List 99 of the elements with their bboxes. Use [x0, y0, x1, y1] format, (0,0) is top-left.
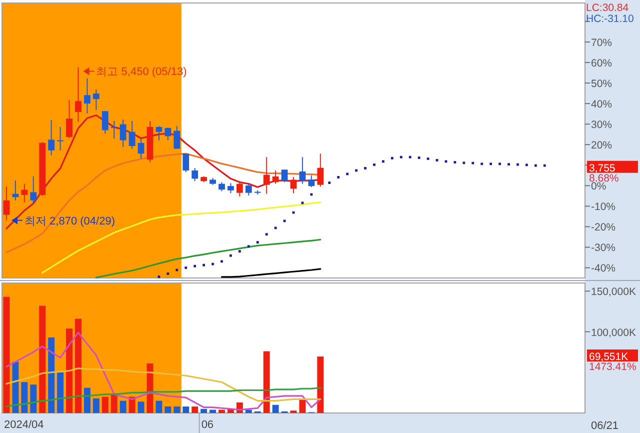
candlestick [30, 176, 37, 204]
point [408, 156, 412, 158]
line-series [220, 268, 322, 278]
text: 06/21 [591, 420, 619, 432]
bar [120, 400, 126, 413]
bar [299, 400, 306, 413]
text: 1473.41% [589, 360, 636, 373]
bar [138, 402, 144, 413]
candlestick [228, 182, 234, 194]
bar [164, 406, 172, 413]
text: HC:-31.10 [586, 13, 634, 25]
annotation: 최저 2,870 (04/29) [24, 215, 115, 228]
candlestick [218, 182, 225, 192]
candlestick [272, 170, 279, 184]
text: 2024/04 [4, 419, 44, 431]
point [480, 162, 484, 166]
bar [57, 372, 64, 413]
bar [200, 408, 208, 413]
y-tick-label: 70% [591, 36, 612, 49]
y-tick-label: 40% [591, 98, 612, 111]
candlestick [3, 186, 10, 221]
candlestick [263, 156, 270, 194]
bar [174, 406, 180, 413]
bar [84, 388, 90, 413]
bar [182, 406, 190, 413]
candlestick [57, 126, 64, 151]
point [238, 250, 241, 253]
point [202, 264, 206, 266]
line-series [95, 238, 322, 278]
bar [30, 384, 37, 413]
point [247, 245, 250, 248]
bar [48, 337, 55, 413]
candlestick [84, 78, 90, 114]
candlestick [92, 88, 100, 111]
candlestick [110, 120, 118, 140]
point [390, 156, 394, 160]
bar [156, 400, 162, 413]
candlestick [21, 183, 28, 203]
bar [66, 328, 72, 413]
candlestick [290, 176, 297, 194]
y-tick-label: 0% [591, 180, 606, 193]
line-series [6, 368, 322, 402]
point [490, 162, 492, 166]
y-tick-label: 50% [591, 78, 612, 90]
bar [218, 410, 225, 413]
y-tick-label: 60% [591, 58, 612, 70]
bar [12, 362, 19, 413]
bar [192, 406, 198, 413]
candlestick [317, 153, 324, 187]
point [194, 264, 196, 268]
text: 69,551K [589, 350, 628, 363]
y-tick-label: -30% [591, 242, 616, 254]
y-tick-label: -20% [591, 222, 616, 234]
bar [263, 351, 270, 413]
y-tick-label: -10% [591, 201, 616, 214]
candlestick [299, 156, 306, 184]
candlestick [120, 119, 126, 148]
bar [21, 382, 28, 413]
candlestick [182, 153, 190, 173]
candlestick [164, 127, 172, 141]
bar [210, 410, 216, 413]
y-tick-label: 30% [591, 119, 612, 132]
point [462, 162, 466, 164]
bar [110, 394, 118, 413]
candlestick [66, 100, 72, 139]
candlestick [281, 169, 288, 183]
line-series [6, 332, 322, 411]
point [472, 162, 474, 164]
candlestick [156, 126, 162, 141]
bar [92, 398, 100, 413]
bar [245, 410, 252, 413]
candlestick [236, 180, 243, 198]
point [166, 272, 170, 275]
candlestick [308, 174, 315, 188]
point [274, 226, 277, 230]
text: 3,755 [589, 162, 616, 174]
candlestick [48, 119, 55, 156]
y-tick-label: -40% [591, 262, 616, 275]
candlestick [245, 182, 252, 196]
bar [317, 356, 324, 413]
bar [102, 396, 108, 413]
candlestick [102, 110, 108, 134]
y-tick-label: 100,000K [591, 326, 636, 339]
bar [39, 306, 46, 413]
bar [3, 296, 10, 413]
y-tick-label: 150,000K [591, 286, 636, 298]
point [382, 160, 384, 163]
candlestick [138, 138, 144, 160]
candlestick [75, 66, 82, 122]
bar [75, 318, 82, 413]
candlestick [128, 120, 136, 150]
line-series [6, 387, 322, 408]
point [400, 156, 402, 158]
text: 06 [201, 419, 214, 431]
y-tick-label: 20% [591, 140, 612, 152]
candlestick [174, 126, 180, 150]
bar [272, 404, 279, 413]
text: LC:30.84 [586, 2, 629, 14]
candlestick [192, 168, 198, 182]
